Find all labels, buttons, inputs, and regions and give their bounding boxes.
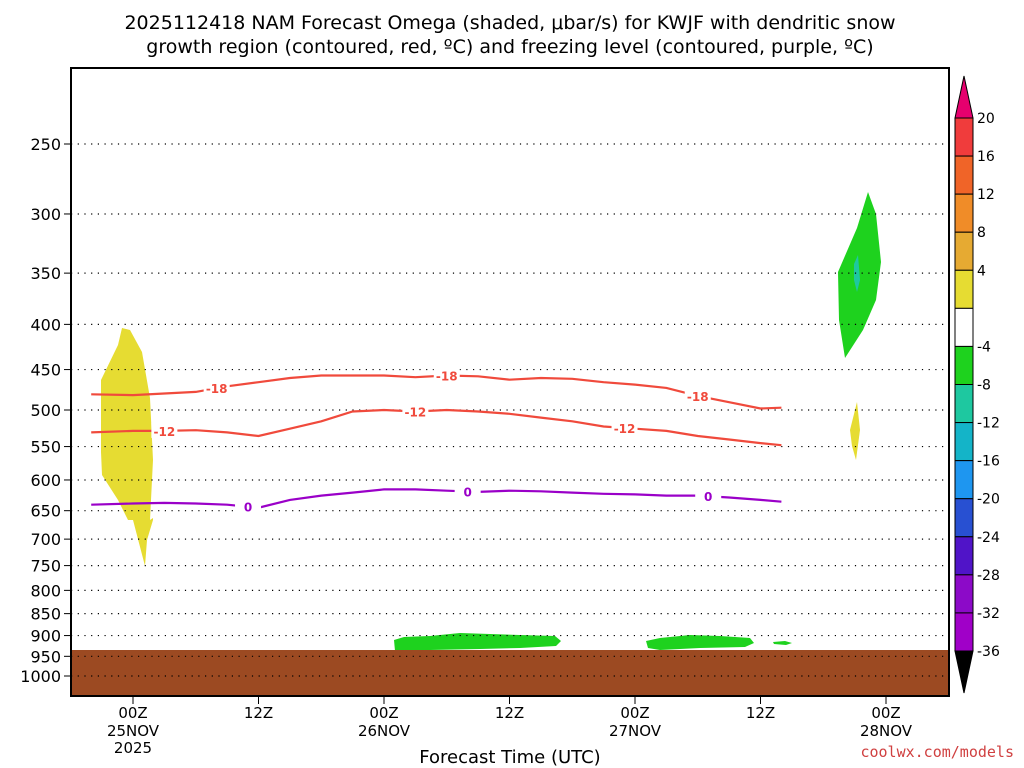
y-tick-label: 800 [30, 581, 61, 600]
colorbar-swatch [954, 269, 974, 309]
colorbar-swatch [954, 231, 974, 271]
contour-label-bg [433, 367, 460, 383]
colorbar-label: -24 [977, 530, 1000, 546]
contour-line--12 [91, 408, 782, 447]
colorbar-swatch [954, 155, 974, 195]
contour-label-bg [695, 488, 722, 504]
colorbar-swatch [954, 345, 974, 385]
chart-title-line2: growth region (contoured, red, ºC) and f… [146, 36, 873, 58]
colorbar-swatch [954, 193, 974, 233]
pressure-gridlines [71, 143, 949, 677]
contour-label: -12 [154, 425, 176, 439]
omega-negative-area-low-1 [394, 633, 561, 651]
contour-label-bg [235, 498, 262, 514]
y-axis-ticks: 250 300 350 400 450 500 550 600 650 700 750 800 850 9… [20, 135, 71, 686]
temperature-contours: -18 -18 -18 -12 -12 -12 0 0 0 [91, 367, 782, 515]
colorbar-swatch [954, 536, 974, 576]
contour-label: -18 [206, 382, 228, 396]
x-axis-label: Forecast Time (UTC) [419, 747, 600, 768]
colorbar-label: -16 [977, 454, 1000, 470]
y-tick-label: 250 [30, 135, 61, 154]
contour-label: 0 [244, 501, 252, 515]
omega-negative-area-low-3 [773, 641, 792, 645]
y-tick-label: 500 [30, 401, 61, 420]
plot-frame [70, 67, 950, 697]
y-tick-label: 550 [30, 438, 61, 457]
colorbar-label: -20 [977, 492, 1000, 508]
colorbar-swatch [954, 307, 974, 347]
colorbar-swatch [954, 384, 974, 424]
contour-label-bg [203, 380, 230, 396]
contour-line-0 [91, 488, 782, 509]
y-tick-label: 900 [30, 627, 61, 646]
colorbar-bottom-arrow [954, 650, 974, 694]
colorbar-label: 12 [977, 187, 995, 203]
y-tick-label: 700 [30, 530, 61, 549]
contour-label-bg [684, 387, 711, 403]
chart-title-line1: 2025112418 NAM Forecast Omega (shaded, μ… [124, 12, 895, 34]
contour-label: -12 [405, 406, 427, 420]
x-tick-label: 00Z [369, 704, 398, 722]
contour-label-bg [454, 483, 481, 499]
y-tick-label: 1000 [20, 667, 61, 686]
colorbar-label: 16 [977, 149, 995, 165]
contour-label: -18 [687, 390, 709, 404]
x-tick-date: 28NOV [860, 722, 913, 740]
contour-label-bg [402, 403, 429, 419]
contour-label: 0 [704, 490, 712, 504]
omega-shading-layer [101, 192, 881, 651]
contour-label-bg [151, 422, 178, 438]
colorbar-swatch [954, 460, 974, 500]
contour-label: -12 [614, 422, 636, 436]
credit-text: coolwx.com/models [860, 743, 1014, 761]
omega-positive-area-late [850, 402, 860, 460]
y-tick-label: 300 [30, 205, 61, 224]
contour-label: 0 [463, 486, 471, 500]
colorbar-label: 8 [977, 225, 986, 241]
x-tick-label: 00Z [871, 704, 900, 722]
contour-label-bg [611, 419, 638, 435]
colorbar-label: -4 [977, 339, 991, 355]
contour-label: -18 [436, 369, 458, 383]
colorbar-label: 20 [977, 111, 995, 127]
x-tick-label: 12Z [244, 704, 273, 722]
colorbar-swatch [954, 498, 974, 538]
y-tick-label: 400 [30, 315, 61, 334]
omega-negative-area-upper-core [854, 255, 860, 292]
colorbar-label: -8 [977, 378, 991, 394]
x-tick-year: 2025 [114, 739, 152, 757]
y-tick-label: 950 [30, 647, 61, 666]
y-tick-label: 350 [30, 264, 61, 283]
colorbar: 20 16 12 8 4 -4 -8 -12 -16 -20 -24 -28 -32 -36 [954, 75, 1000, 694]
colorbar-label: -32 [977, 606, 1000, 622]
x-tick-date: 26NOV [358, 722, 411, 740]
colorbar-label: 4 [977, 263, 986, 279]
colorbar-swatch [954, 117, 974, 157]
y-tick-label: 600 [30, 471, 61, 490]
colorbar-top-arrow [954, 75, 974, 119]
x-tick-date: 25NOV [107, 722, 160, 740]
x-tick-date: 27NOV [609, 722, 662, 740]
x-tick-label: 12Z [495, 704, 524, 722]
colorbar-swatch [954, 574, 974, 614]
colorbar-label: -28 [977, 568, 1000, 584]
y-tick-label: 650 [30, 502, 61, 521]
colorbar-label: -36 [977, 644, 1000, 660]
terrain-mask [71, 650, 949, 696]
x-tick-label: 00Z [620, 704, 649, 722]
colorbar-swatch [954, 612, 974, 652]
y-tick-label: 750 [30, 557, 61, 576]
y-tick-label: 850 [30, 605, 61, 624]
omega-negative-area-low-2 [646, 635, 754, 650]
x-tick-label: 12Z [746, 704, 775, 722]
colorbar-swatch [954, 422, 974, 462]
y-tick-label: 450 [30, 361, 61, 380]
colorbar-label: -12 [977, 416, 1000, 432]
omega-positive-area-early [101, 328, 153, 566]
x-tick-label: 00Z [118, 704, 147, 722]
